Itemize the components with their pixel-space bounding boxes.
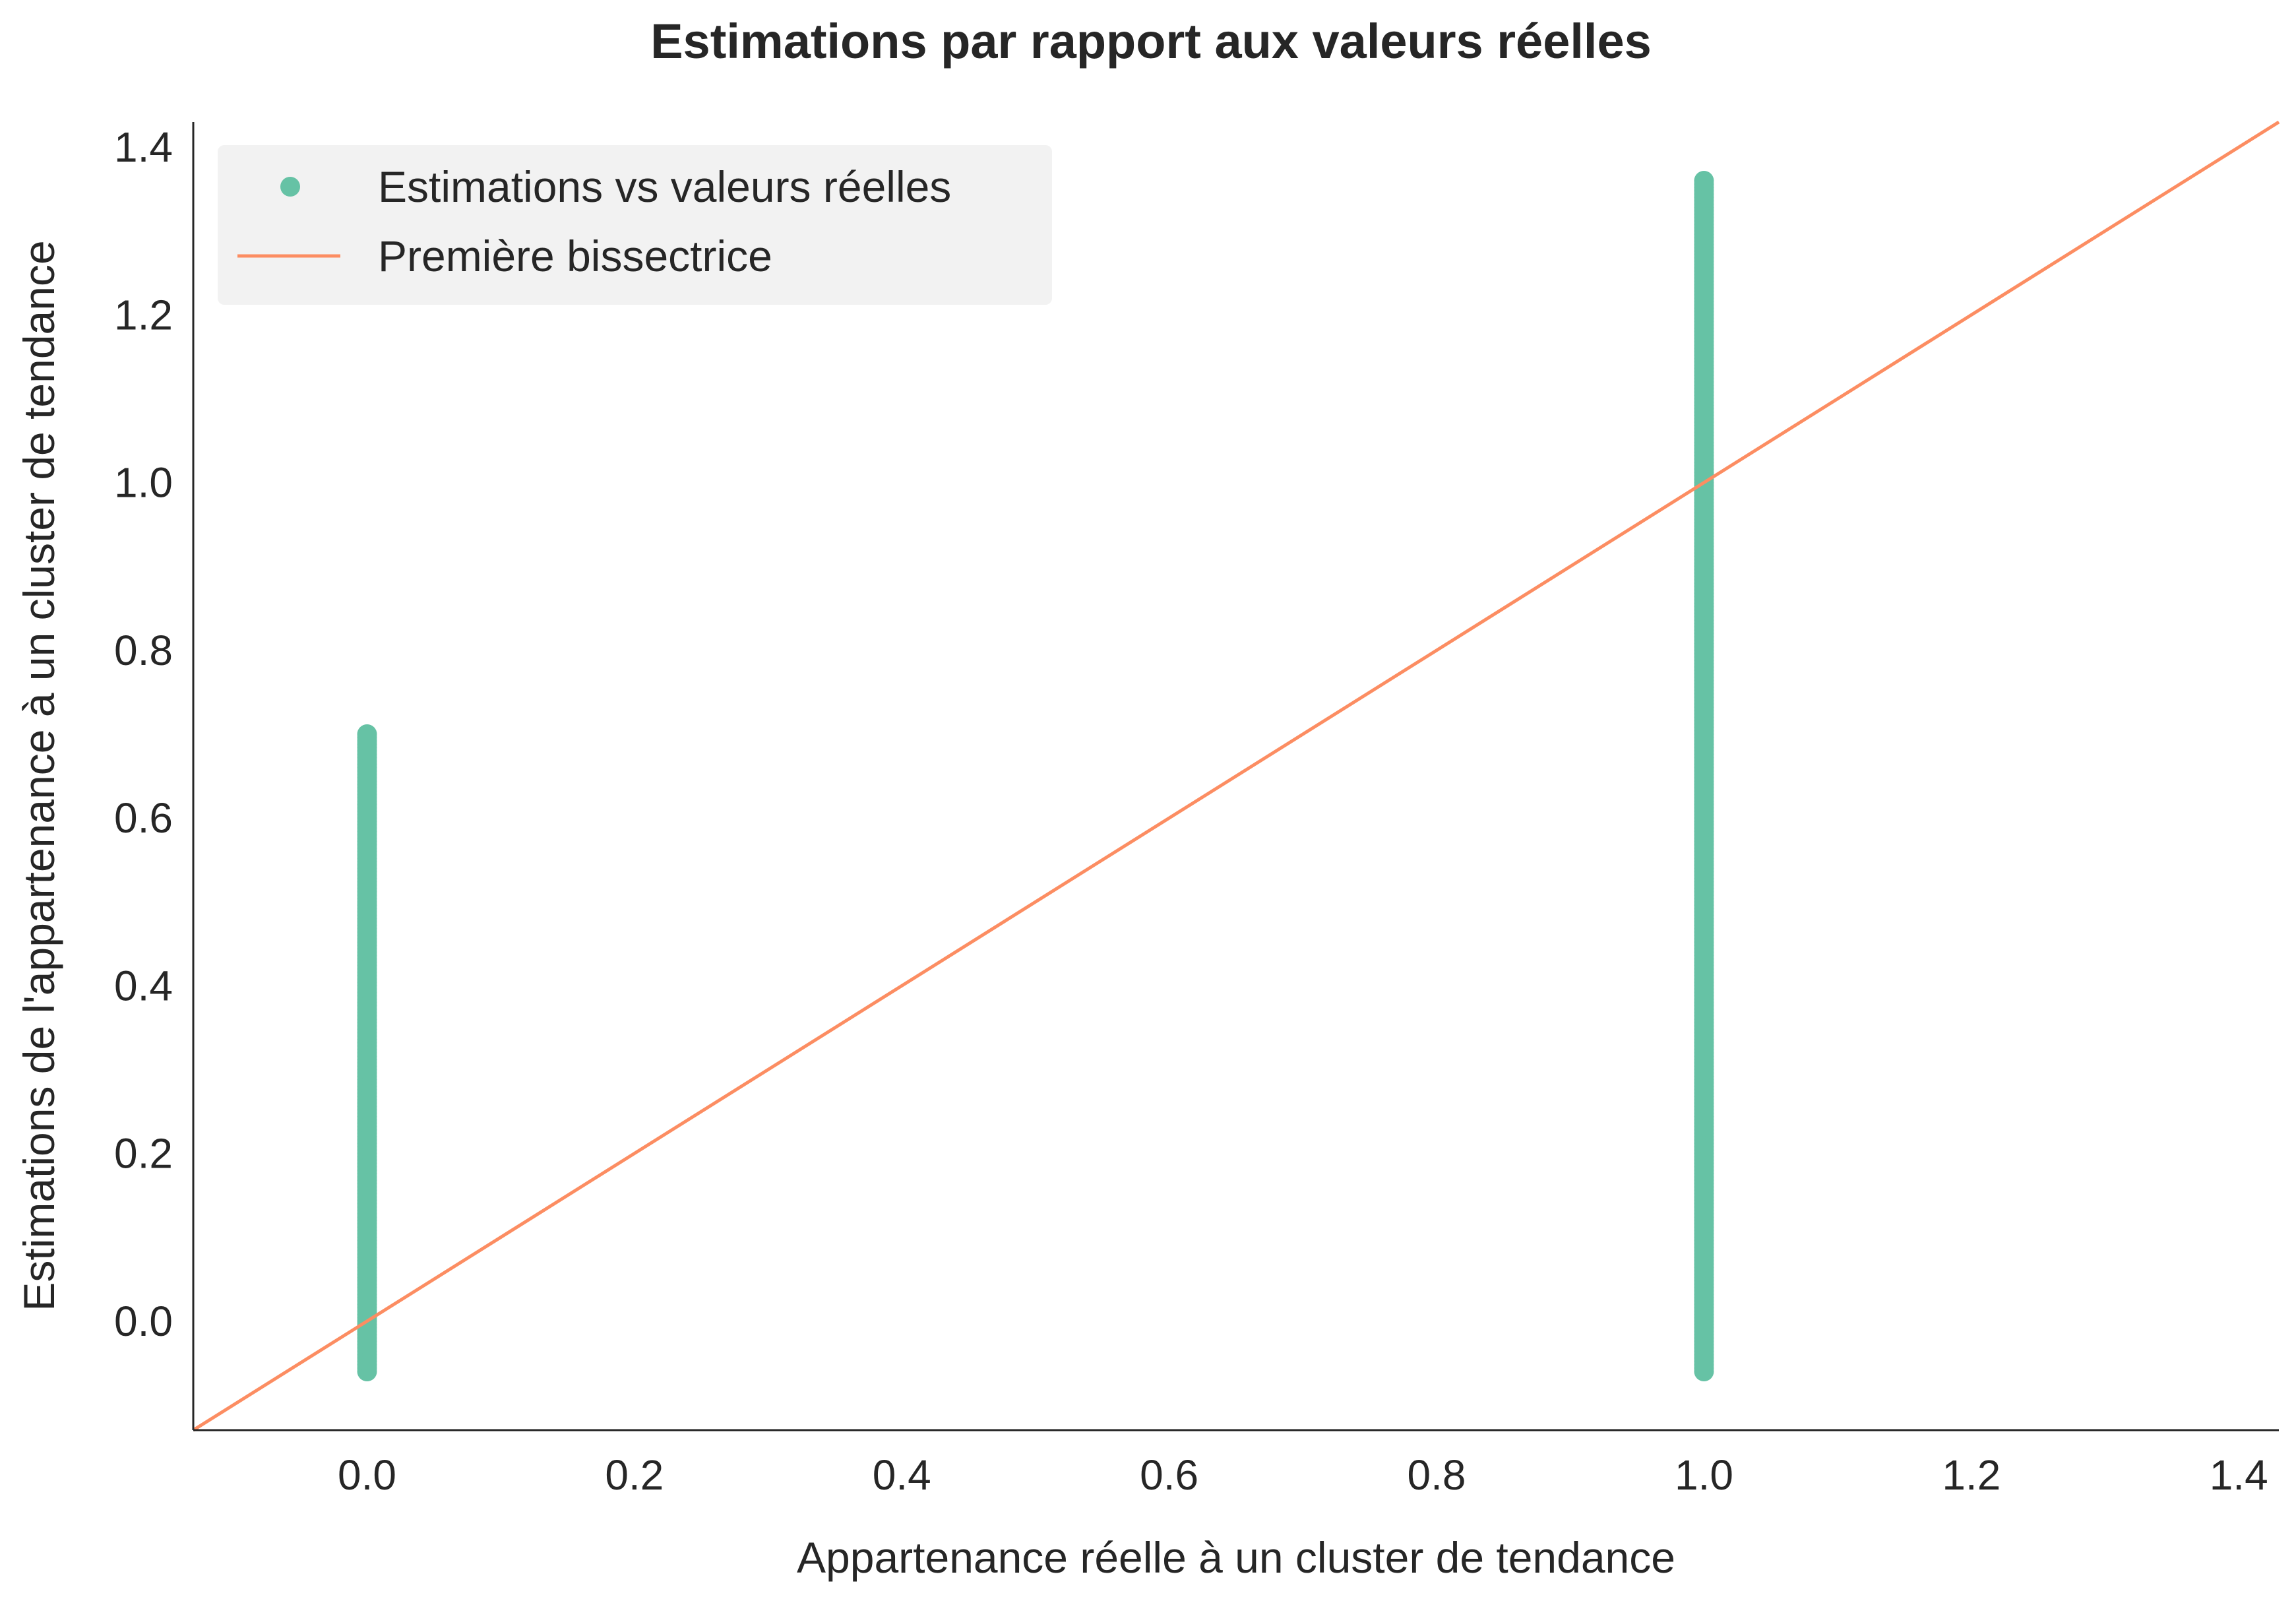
legend-marker-points (280, 177, 300, 197)
y-tick-label: 0.2 (114, 1130, 173, 1177)
y-tick-label: 0.4 (114, 962, 173, 1009)
scatter-point (1694, 170, 1714, 191)
chart-title: Estimations par rapport aux valeurs réel… (650, 14, 1652, 69)
legend-label-line: Première bissectrice (378, 232, 772, 280)
x-axis-label: Appartenance réelle à un cluster de tend… (797, 1533, 1675, 1582)
x-tick-labels: 0.0 0.2 0.4 0.6 0.8 1.0 1.2 1.4 (338, 1451, 2268, 1499)
y-tick-label: 1.4 (114, 123, 173, 171)
plot-area (192, 120, 2280, 1432)
x-tick-label: 0.2 (605, 1451, 664, 1499)
y-tick-label: 0.6 (114, 794, 173, 842)
x-tick-label: 1.4 (2210, 1451, 2268, 1499)
scatter-point (357, 724, 377, 744)
x-tick-label: 0.8 (1408, 1451, 1466, 1499)
x-tick-label: 1.2 (1942, 1451, 2001, 1499)
y-axis-label: Estimations de l'appartenance à un clust… (15, 240, 63, 1311)
y-tick-labels: 0.0 0.2 0.4 0.6 0.8 1.0 1.2 1.4 (114, 123, 173, 1345)
x-tick-label: 0.0 (338, 1451, 396, 1499)
x-tick-label: 1.0 (1675, 1451, 1733, 1499)
y-tick-label: 0.0 (114, 1298, 173, 1345)
x-tick-label: 0.4 (873, 1451, 931, 1499)
x-tick-label: 0.6 (1140, 1451, 1198, 1499)
y-tick-label: 0.8 (114, 627, 173, 674)
legend: Estimations vs valeurs réelles Première … (218, 145, 1052, 305)
bisector-line (192, 120, 2280, 1432)
legend-label-points: Estimations vs valeurs réelles (378, 162, 951, 211)
y-tick-label: 1.2 (114, 291, 173, 338)
y-tick-label: 1.0 (114, 459, 173, 507)
legend-box (218, 145, 1052, 305)
